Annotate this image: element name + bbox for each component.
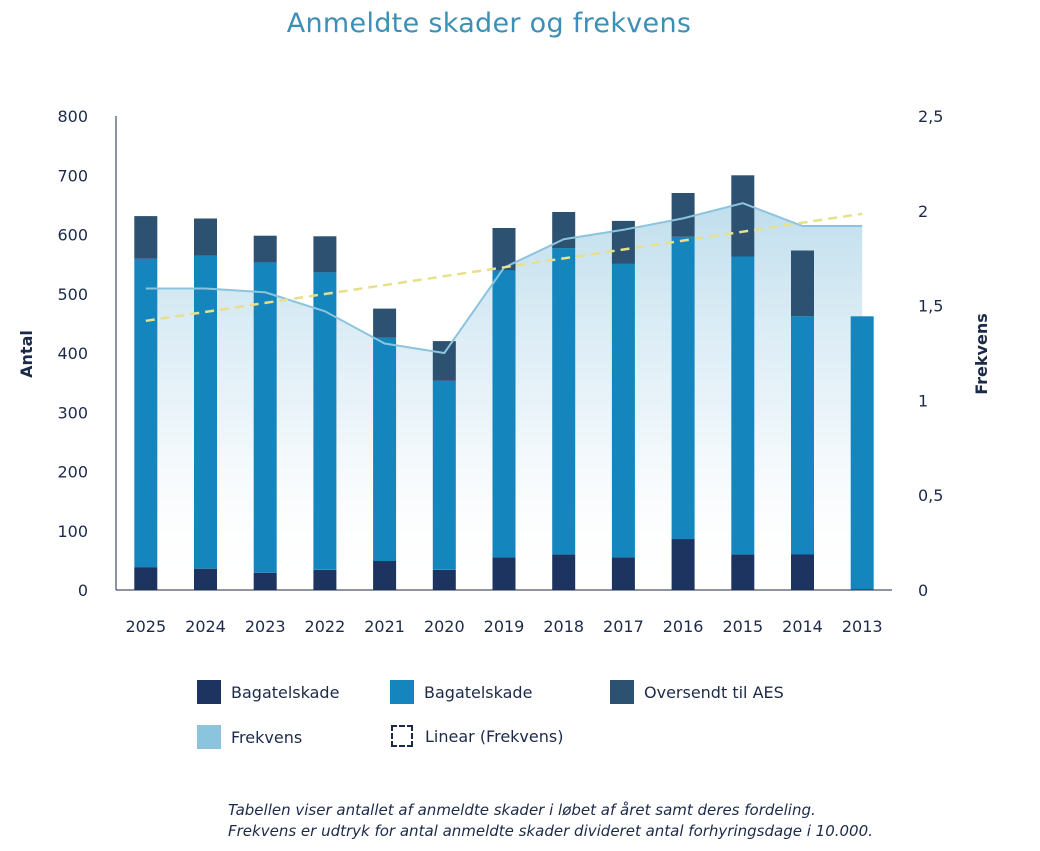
y2-tick-label: 2 <box>918 202 928 221</box>
bar-2025-segment-3 <box>134 216 158 259</box>
y-tick-label: 600 <box>57 226 88 245</box>
legend-swatch <box>197 680 221 704</box>
bar-2019-segment-3 <box>492 228 516 271</box>
bar-2015-segment-2 <box>731 256 755 555</box>
bar-2020-segment-2 <box>432 380 456 570</box>
line-layer <box>145 202 863 355</box>
bar-2021-segment-3 <box>373 308 397 338</box>
chart-note: Tabellen viser antallet af anmeldte skad… <box>228 800 873 842</box>
bar-2018-segment-1 <box>552 554 576 590</box>
legend-swatch <box>391 725 413 747</box>
y-tick-label: 500 <box>57 285 88 304</box>
bar-2025-segment-2 <box>134 258 158 568</box>
legend-label: Oversendt til AES <box>644 682 784 702</box>
bar-layer <box>134 175 874 590</box>
bar-2015-segment-1 <box>731 554 755 590</box>
chart-canvas: 0 100 200 300 400 500 600 700 800 0 0,5 1 1,5 2 2,5 202… <box>17 107 991 636</box>
bar-2021-segment-2 <box>373 337 397 561</box>
y2-tick-label: 2,5 <box>918 107 943 126</box>
axis-layer: 0 100 200 300 400 500 600 700 800 0 0,5 1 1,5 2 2,5 202… <box>57 107 943 636</box>
bar-2022-segment-2 <box>313 272 337 570</box>
x-tick-label: 2017 <box>603 617 644 636</box>
y2-axis-title: Frekvens <box>972 313 991 394</box>
bar-2020-segment-1 <box>432 569 456 590</box>
bar-2019-segment-1 <box>492 557 516 590</box>
y-tick-label: 800 <box>57 107 88 126</box>
x-tick-label: 2021 <box>364 617 405 636</box>
legend-label: Frekvens <box>231 727 303 747</box>
legend-item-bagatelskade-dark: Bagatelskade <box>197 680 339 704</box>
bar-2023-segment-3 <box>253 235 277 263</box>
bar-2024-segment-2 <box>194 255 217 569</box>
y2-tick-label: 1 <box>918 391 928 410</box>
bar-2017-segment-1 <box>611 557 635 590</box>
x-tick-label: 2014 <box>782 617 823 636</box>
legend-swatch <box>390 680 414 704</box>
y-tick-label: 700 <box>57 166 88 185</box>
y2-tick-label: 1,5 <box>918 297 943 316</box>
y-tick-label: 200 <box>57 463 88 482</box>
bar-2022-segment-1 <box>313 569 337 590</box>
y-tick-label: 0 <box>78 581 88 600</box>
bar-2014-segment-2 <box>791 316 814 555</box>
x-tick-label: 2019 <box>484 617 525 636</box>
x-tick-label: 2022 <box>305 617 346 636</box>
bar-2014-segment-3 <box>791 250 814 317</box>
x-tick-label: 2023 <box>245 617 286 636</box>
bar-2025-segment-1 <box>134 567 158 590</box>
x-tick-label: 2024 <box>185 617 226 636</box>
bar-2016-segment-1 <box>671 539 695 590</box>
note-line-1: Tabellen viser antallet af anmeldte skad… <box>228 801 816 819</box>
y-tick-label: 400 <box>57 344 88 363</box>
x-tick-label: 2018 <box>543 617 584 636</box>
bar-2015-segment-3 <box>731 175 755 257</box>
x-tick-label: 2016 <box>663 617 704 636</box>
x-tick-label: 2025 <box>125 617 166 636</box>
legend-swatch <box>197 725 221 749</box>
legend-label: Bagatelskade <box>424 682 533 702</box>
x-tick-label: 2020 <box>424 617 465 636</box>
legend-label: Bagatelskade <box>231 682 340 702</box>
bar-2022-segment-3 <box>313 236 337 273</box>
bar-2023-segment-1 <box>253 572 277 590</box>
y-axis-title: Antal <box>17 330 36 378</box>
legend-item-linear-frekvens: Linear (Frekvens) <box>391 725 563 747</box>
bar-2020-segment-3 <box>432 341 456 381</box>
bar-2024-segment-3 <box>194 218 217 256</box>
legend-label: Linear (Frekvens) <box>425 726 564 746</box>
bar-2016-segment-3 <box>671 193 695 237</box>
bar-2014-segment-1 <box>791 554 814 590</box>
bar-2013-segment-2 <box>850 316 874 590</box>
bar-2017-segment-2 <box>611 263 635 558</box>
legend-item-bagatelskade-blue: Bagatelskade <box>390 680 532 704</box>
bar-2018-segment-2 <box>552 248 576 555</box>
bar-2023-segment-2 <box>253 262 277 573</box>
legend-swatch <box>610 680 634 704</box>
chart-title: Anmeldte skader og frekvens <box>286 8 692 39</box>
bar-2016-segment-2 <box>671 236 695 540</box>
bar-2019-segment-2 <box>492 270 516 558</box>
bar-2021-segment-1 <box>373 561 397 590</box>
y-tick-label: 100 <box>57 522 88 541</box>
y2-tick-label: 0,5 <box>918 486 943 505</box>
x-tick-label: 2015 <box>722 617 763 636</box>
y2-tick-label: 0 <box>918 581 928 600</box>
legend-item-frekvens: Frekvens <box>197 725 302 749</box>
linear-trend-line <box>145 212 863 323</box>
bar-2024-segment-1 <box>194 568 217 590</box>
x-tick-label: 2013 <box>842 617 883 636</box>
y-tick-label: 300 <box>57 403 88 422</box>
legend-item-oversendt: Oversendt til AES <box>610 680 784 704</box>
note-line-2: Frekvens er udtryk for antal anmeldte sk… <box>228 822 873 840</box>
